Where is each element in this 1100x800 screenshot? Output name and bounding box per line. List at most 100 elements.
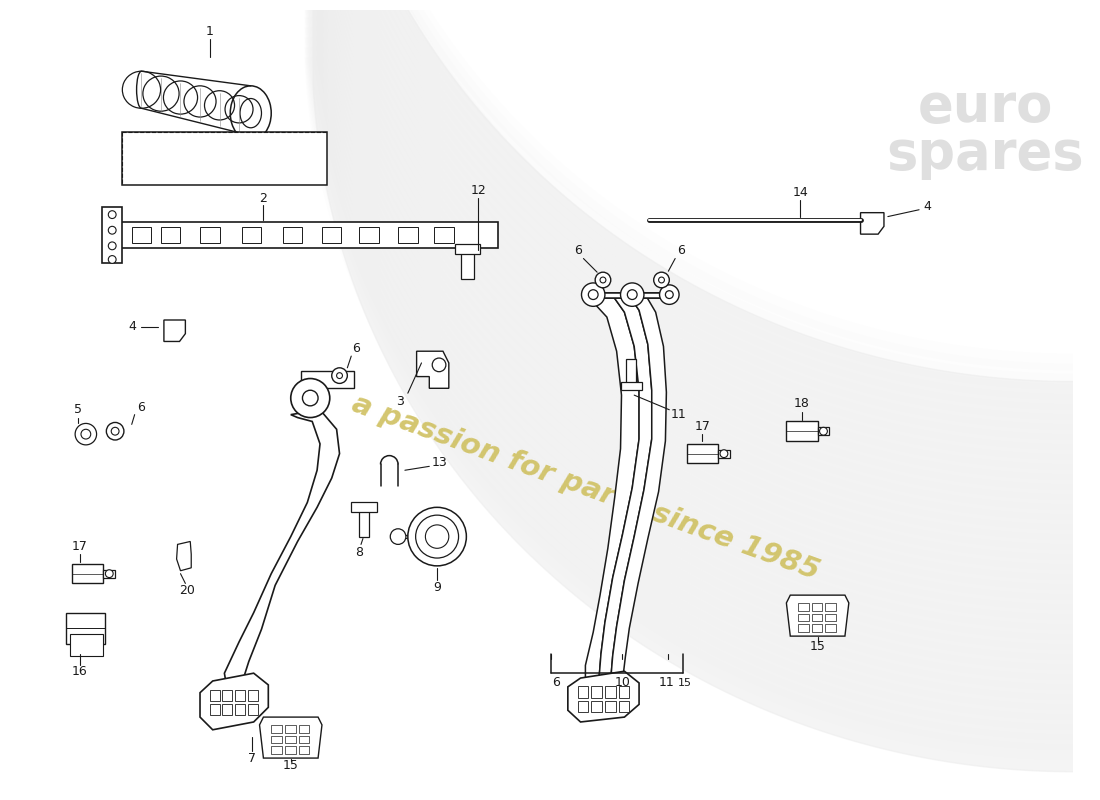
Text: 12: 12 (470, 184, 486, 197)
Text: spares: spares (887, 128, 1085, 180)
Text: 11: 11 (659, 677, 674, 690)
Circle shape (108, 256, 117, 263)
Text: 6: 6 (352, 342, 360, 354)
Bar (825, 603, 836, 610)
Bar (73, 564, 103, 583)
Bar (618, 701, 629, 712)
Text: 5: 5 (74, 403, 82, 416)
Circle shape (653, 272, 669, 288)
Circle shape (337, 373, 342, 378)
Text: 15: 15 (283, 759, 299, 772)
Circle shape (432, 358, 446, 372)
Bar (161, 227, 180, 243)
Polygon shape (200, 673, 268, 730)
Bar (222, 690, 232, 701)
Text: 6: 6 (678, 244, 685, 258)
Text: 6: 6 (552, 677, 560, 690)
Bar (285, 736, 296, 743)
Bar (235, 690, 245, 701)
Circle shape (595, 272, 610, 288)
Circle shape (111, 427, 119, 435)
Polygon shape (610, 294, 667, 685)
Text: 8: 8 (355, 546, 363, 558)
Bar (817, 427, 829, 435)
Circle shape (108, 226, 117, 234)
Polygon shape (568, 671, 639, 722)
Bar (235, 705, 245, 715)
Bar (812, 603, 823, 610)
Polygon shape (260, 717, 322, 758)
Bar (248, 705, 257, 715)
Circle shape (600, 277, 606, 283)
Circle shape (720, 450, 728, 458)
Text: 3: 3 (396, 395, 404, 409)
Bar (398, 227, 418, 243)
Text: 18: 18 (794, 398, 810, 410)
Circle shape (408, 507, 466, 566)
Bar (578, 686, 588, 698)
Bar (298, 746, 309, 754)
Bar (102, 207, 122, 263)
Polygon shape (860, 213, 884, 234)
Bar (718, 450, 729, 458)
Bar (132, 227, 151, 243)
Polygon shape (177, 542, 191, 570)
Bar (461, 252, 474, 279)
Bar (283, 227, 302, 243)
Circle shape (106, 570, 113, 578)
Bar (825, 625, 836, 632)
Bar (351, 502, 376, 512)
Bar (592, 701, 602, 712)
Bar (200, 227, 220, 243)
Circle shape (108, 242, 117, 250)
Bar (300, 370, 354, 388)
Text: 15: 15 (678, 678, 692, 688)
Polygon shape (585, 296, 639, 683)
Circle shape (620, 283, 644, 306)
Circle shape (582, 283, 605, 306)
Bar (812, 614, 823, 622)
Circle shape (81, 430, 90, 439)
Bar (70, 634, 103, 656)
Bar (222, 705, 232, 715)
Bar (66, 613, 106, 644)
Text: 13: 13 (431, 456, 447, 469)
Text: 4: 4 (923, 200, 931, 214)
Polygon shape (417, 351, 449, 388)
Bar (812, 625, 823, 632)
Bar (285, 746, 296, 754)
Bar (799, 614, 808, 622)
Polygon shape (164, 320, 186, 342)
Bar (285, 725, 296, 733)
Text: 2: 2 (260, 191, 267, 205)
Polygon shape (600, 294, 651, 683)
Circle shape (302, 390, 318, 406)
Circle shape (390, 529, 406, 544)
Bar (618, 686, 629, 698)
Text: 14: 14 (792, 186, 807, 198)
Text: 7: 7 (248, 751, 255, 765)
Bar (605, 701, 616, 712)
Bar (298, 725, 309, 733)
Text: a passion for parts since 1985: a passion for parts since 1985 (348, 390, 823, 586)
Bar (117, 222, 497, 248)
Circle shape (290, 378, 330, 418)
Bar (626, 359, 636, 384)
Bar (322, 227, 341, 243)
Circle shape (820, 427, 827, 435)
Text: 15: 15 (810, 640, 825, 654)
Circle shape (627, 290, 637, 299)
Bar (825, 614, 836, 622)
Bar (272, 736, 282, 743)
Bar (242, 227, 262, 243)
Text: 6: 6 (138, 402, 145, 414)
Text: 20: 20 (179, 584, 196, 597)
Bar (620, 382, 642, 390)
Text: 6: 6 (574, 244, 582, 258)
Circle shape (588, 290, 598, 299)
Text: 10: 10 (615, 677, 630, 690)
Bar (359, 227, 378, 243)
Text: 11: 11 (670, 408, 686, 421)
Text: 16: 16 (73, 665, 88, 678)
Bar (592, 686, 602, 698)
